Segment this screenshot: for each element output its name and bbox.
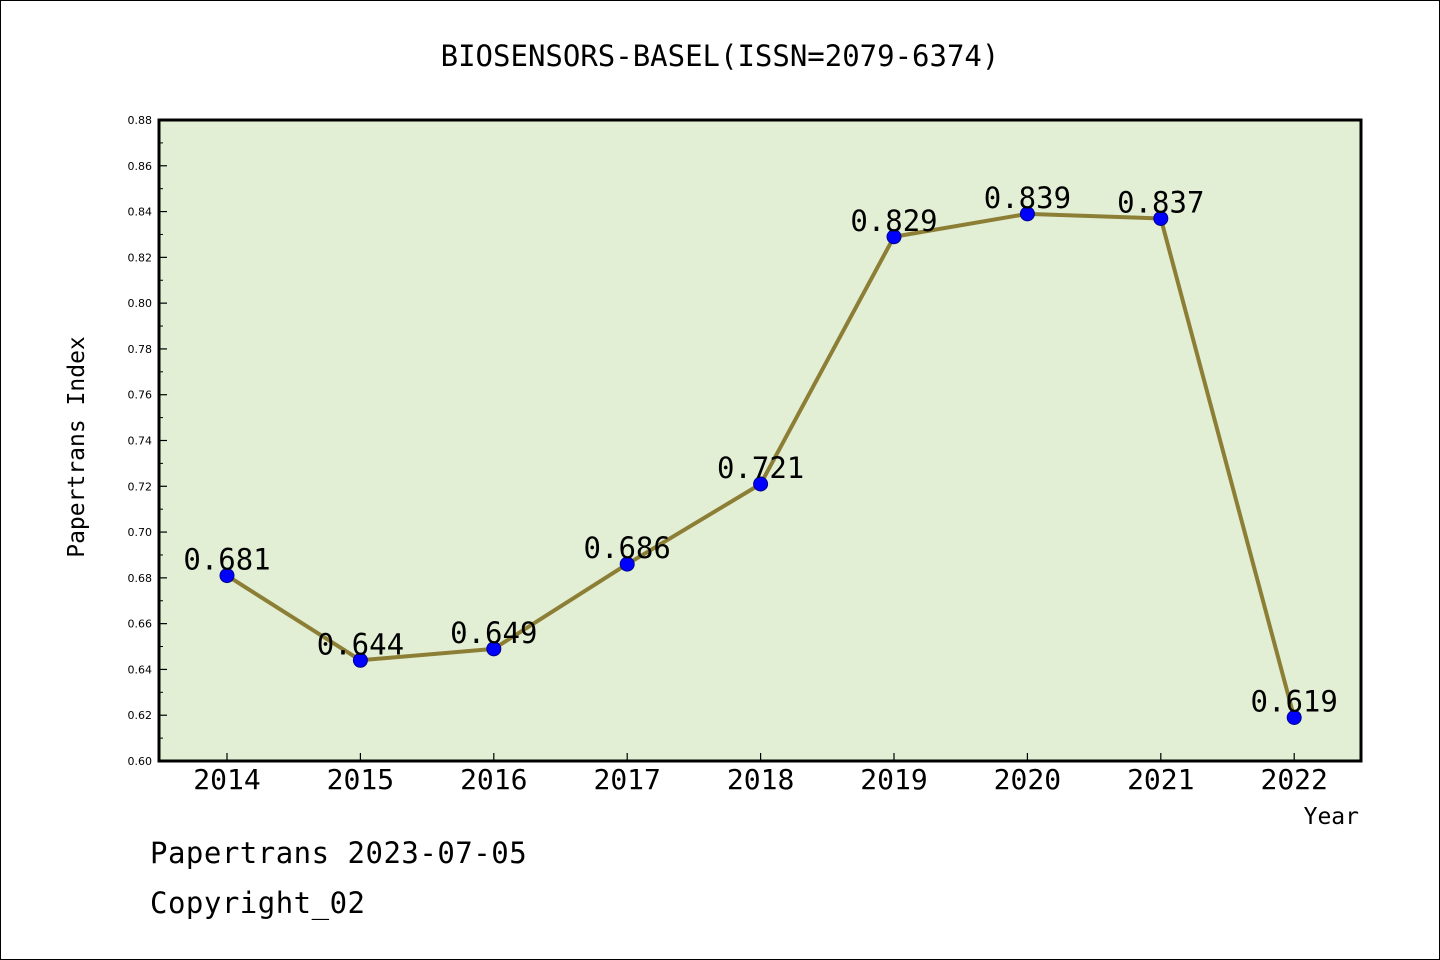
x-tick-label: 2016	[460, 763, 527, 796]
y-tick-label: 0.66	[128, 618, 153, 631]
data-label: 0.619	[1251, 685, 1338, 719]
data-point	[753, 476, 769, 492]
data-label: 0.721	[717, 451, 804, 485]
y-tick-label: 0.64	[128, 663, 153, 676]
y-tick-label: 0.82	[128, 251, 153, 264]
data-label: 0.644	[317, 627, 404, 661]
chart-title: BIOSENSORS-BASEL(ISSN=2079-6374)	[441, 39, 1000, 73]
data-point	[619, 556, 635, 572]
y-tick-label: 0.72	[128, 480, 153, 493]
x-tick-label: 2020	[994, 763, 1061, 796]
data-label: 0.686	[584, 531, 671, 565]
y-tick-label: 0.86	[128, 160, 153, 173]
data-point	[1286, 710, 1302, 726]
data-label: 0.839	[984, 181, 1071, 215]
y-tick-label: 0.80	[128, 297, 153, 310]
data-point	[1153, 210, 1169, 226]
data-point	[219, 568, 235, 584]
y-tick-label: 0.74	[128, 435, 153, 448]
footer-date: Papertrans 2023-07-05	[150, 836, 528, 870]
x-tick-label: 2015	[327, 763, 394, 796]
y-axis: 0.60 0.62 0.64 0.66 0.68 0.70 0.72 0.74 0.76 0.78…	[128, 114, 167, 768]
y-tick-label: 0.68	[128, 572, 153, 585]
y-tick-label: 0.76	[128, 389, 153, 402]
data-point	[1019, 206, 1035, 222]
y-tick-label: 0.84	[128, 206, 153, 219]
y-tick-label: 0.78	[128, 343, 153, 356]
y-axis-label: Papertrans Index	[64, 336, 90, 558]
data-label: 0.681	[183, 543, 270, 577]
footer-copyright: Copyright_02	[150, 886, 366, 920]
data-labels: 0.681 0.644 0.649 0.686 0.721 0.829 0.839 0.837…	[183, 181, 1338, 719]
x-tick-label: 2021	[1127, 763, 1194, 796]
x-tick-label: 2019	[860, 763, 927, 796]
series-group	[219, 206, 1302, 726]
y-tick-label: 0.70	[128, 526, 153, 539]
data-point	[486, 641, 502, 657]
data-label: 0.829	[850, 204, 937, 238]
y-tick-label: 0.60	[128, 755, 153, 768]
x-tick-label: 2017	[593, 763, 660, 796]
x-tick-label: 2018	[727, 763, 794, 796]
x-axis: 2014 2015 2016 2017 2018 2019 2020 2021 2022	[193, 753, 1328, 796]
x-axis-label: Year	[1304, 804, 1359, 830]
data-point	[886, 229, 902, 245]
data-label: 0.649	[450, 616, 537, 650]
x-tick-label: 2014	[193, 763, 260, 796]
x-tick-label: 2022	[1260, 763, 1327, 796]
data-label: 0.837	[1117, 185, 1204, 219]
y-tick-label: 0.88	[128, 114, 153, 127]
y-tick-label: 0.62	[128, 709, 153, 722]
data-point	[352, 652, 368, 668]
